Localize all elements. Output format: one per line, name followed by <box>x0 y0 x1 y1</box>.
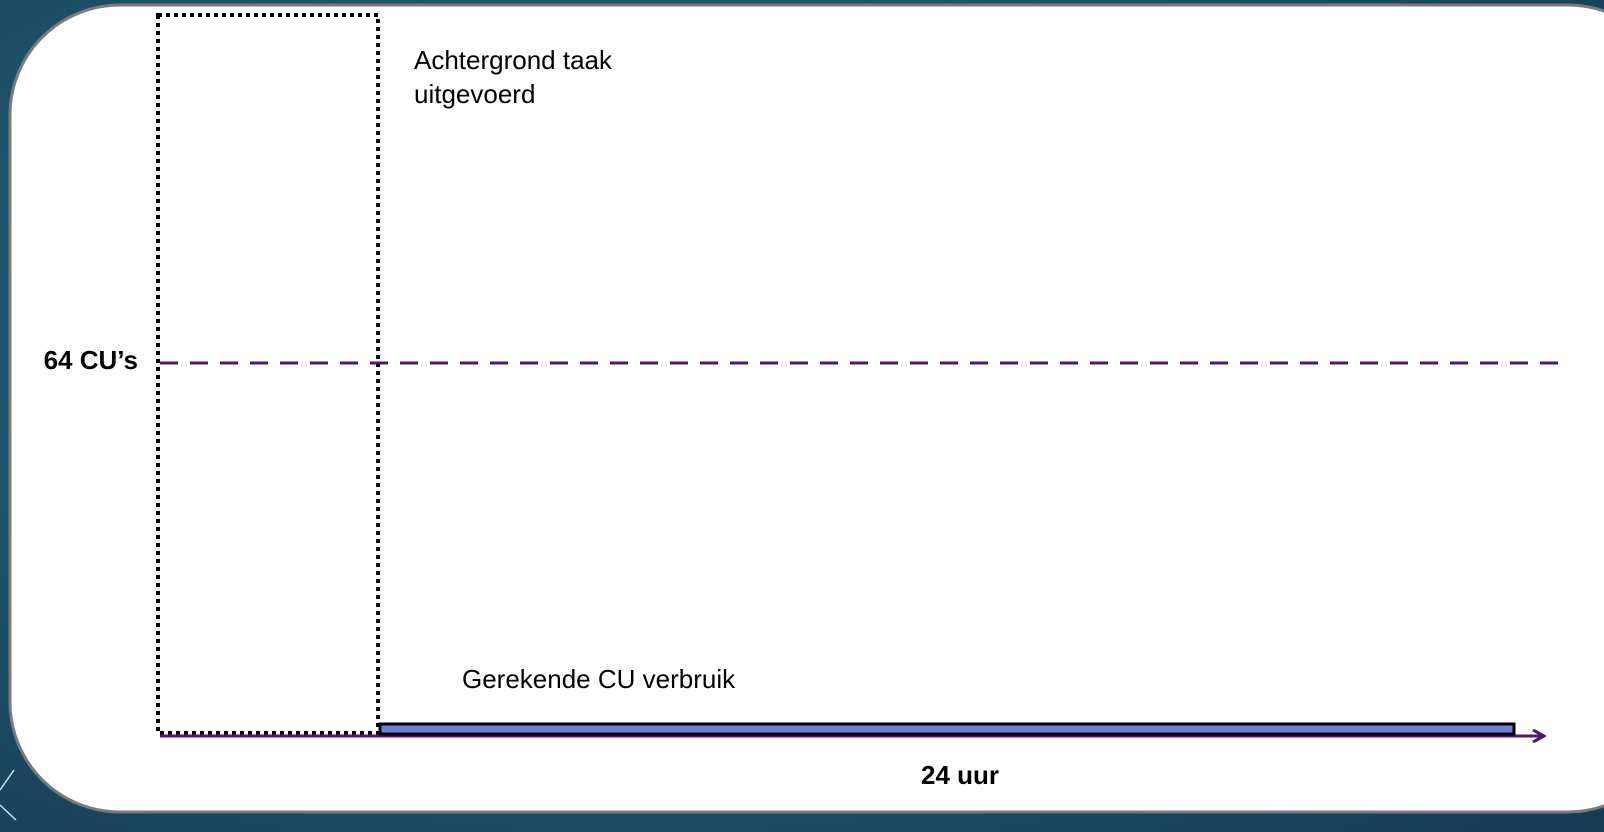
background-task-box <box>156 13 380 735</box>
usage-bar <box>378 722 1516 736</box>
panel <box>8 3 1604 814</box>
capacity-label: 64 CU’s <box>44 345 138 375</box>
task-label: Achtergrond taak <box>414 45 613 75</box>
duration-label: 24 uur <box>921 760 999 790</box>
decor <box>0 769 17 821</box>
task-label: uitgevoerd <box>414 79 535 109</box>
usage-label: Gerekende CU verbruik <box>462 664 736 694</box>
